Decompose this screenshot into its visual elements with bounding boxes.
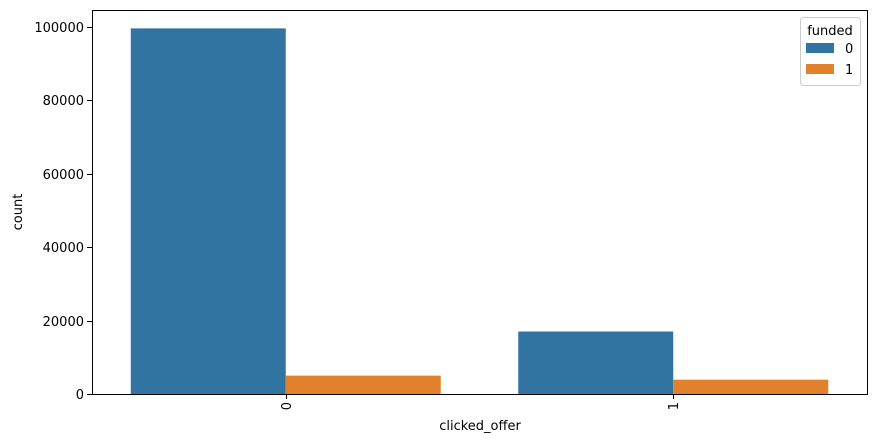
y-tick-label: 20000 (43, 315, 84, 330)
y-tick-label: 100000 (34, 21, 84, 36)
y-tick-label: 60000 (43, 168, 84, 183)
y-axis: 0 20000 40000 60000 80000 100000 (34, 21, 92, 403)
legend-swatch-0 (806, 43, 834, 53)
legend-title: funded (807, 24, 853, 39)
plot-frame (92, 10, 868, 395)
x-axis-label: clicked_offer (439, 419, 521, 434)
legend-swatch-1 (806, 64, 834, 74)
legend-label-1: 1 (845, 63, 853, 78)
y-tick-label: 80000 (43, 94, 84, 109)
bars-group (130, 28, 829, 395)
legend: funded 0 1 (800, 17, 861, 86)
y-tick-label: 40000 (43, 241, 84, 256)
y-tick-label: 0 (76, 388, 84, 403)
legend-label-0: 0 (845, 42, 853, 57)
bar-clicked-0-funded-0 (130, 28, 286, 395)
x-tick-label: 1 (667, 402, 682, 410)
bar-clicked-1-funded-0 (518, 331, 674, 394)
bar-clicked-1-funded-1 (673, 379, 829, 394)
y-axis-label: count (11, 194, 26, 231)
bar-clicked-0-funded-1 (285, 375, 441, 394)
x-tick-label: 0 (280, 402, 295, 410)
